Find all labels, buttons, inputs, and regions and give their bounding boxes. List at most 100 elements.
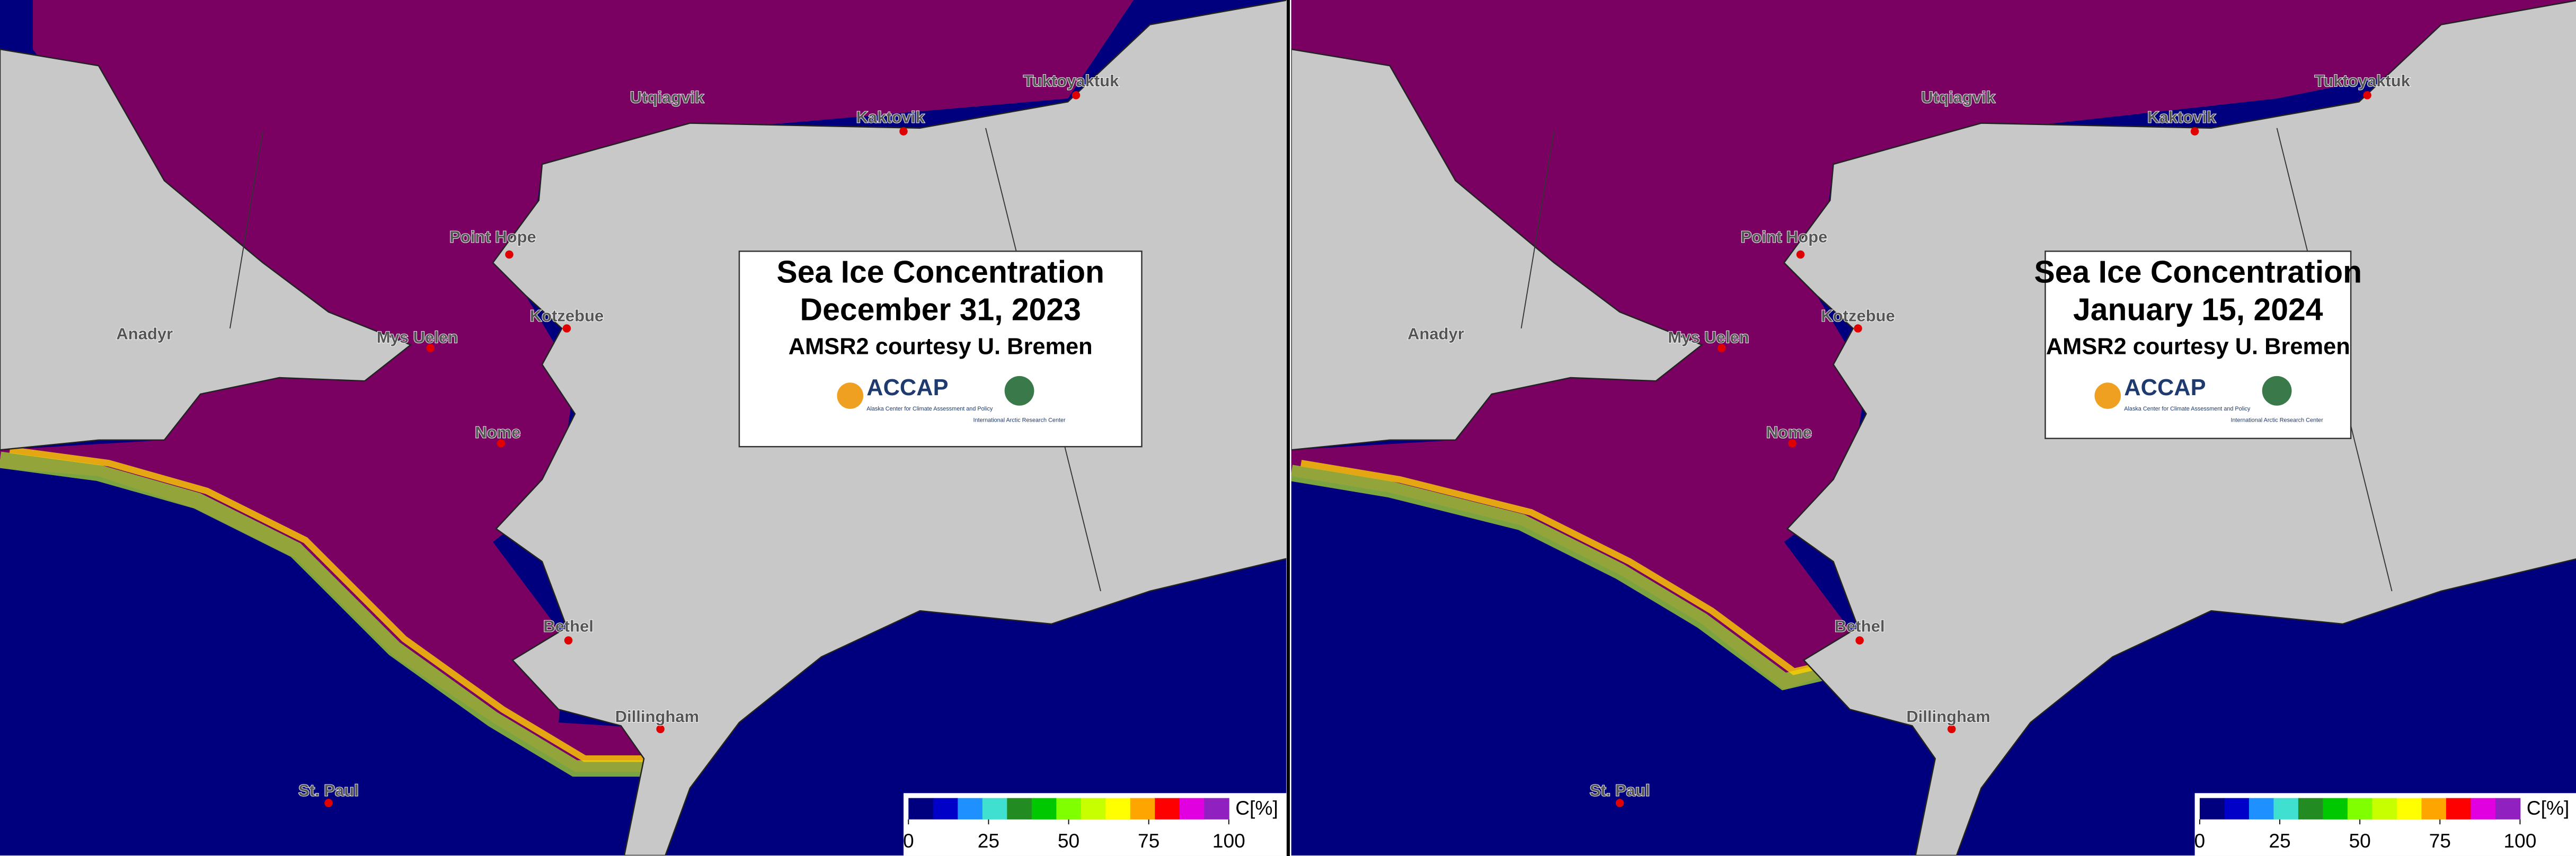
city-label: Bethel — [543, 617, 594, 635]
colorbar-tick-label: 100 — [2503, 830, 2536, 852]
land-russia — [1291, 48, 1704, 451]
title: Sea Ice Concentration — [2034, 255, 2362, 289]
map-layers: Utqiagvik Kaktovik Tuktoyaktuk Point Hope Ko… — [0, 0, 1287, 856]
city-dot — [505, 250, 514, 259]
ice-edge-inner — [1300, 460, 1844, 675]
logo-name: ACCAP — [866, 375, 948, 400]
map-panel: Utqiagvik Kaktovik Tuktoyaktuk Point Hope Ko… — [0, 0, 1287, 856]
city-dot — [1796, 250, 1805, 259]
colorbar-swatch — [933, 798, 959, 819]
colorbar-swatch — [2421, 798, 2447, 819]
city-dot — [899, 127, 908, 136]
city-dot — [1788, 439, 1796, 448]
logo-name: ACCAP — [2124, 375, 2206, 400]
city-dot — [564, 636, 573, 645]
colorbar-swatch — [2396, 798, 2422, 819]
colorbar-swatch — [2249, 798, 2274, 819]
colorbar-swatch — [2495, 798, 2521, 819]
colorbar-swatch — [2199, 798, 2225, 819]
city-label: Utqiagvik — [630, 88, 704, 106]
colorbar-swatch — [2224, 798, 2250, 819]
city-dot — [1718, 344, 1726, 352]
city-label: Anadyr — [1407, 325, 1464, 343]
partner-globe — [2262, 376, 2292, 406]
city-dot — [1948, 725, 1956, 734]
city-label: Kotzebue — [1821, 306, 1895, 325]
colorbar-tick-label: 25 — [978, 830, 999, 852]
colorbar-swatch — [1081, 798, 1106, 819]
city-label: Utqiagvik — [1921, 88, 1995, 106]
colorbar-swatch — [1130, 798, 1156, 819]
colorbar-tick-label: 100 — [1212, 830, 1245, 852]
city-label: Kaktovik — [856, 108, 925, 126]
map-layers: Utqiagvik Kaktovik Tuktoyaktuk Point Hope Ko… — [1291, 0, 2576, 856]
colorbar-swatch — [2372, 798, 2397, 819]
colorbar-tick-label: 0 — [903, 830, 914, 852]
city-label: Dillingham — [615, 707, 699, 726]
date: January 15, 2024 — [2073, 293, 2323, 327]
colorbar-swatch — [2298, 798, 2324, 819]
city-label: Nome — [1766, 423, 1812, 442]
colorbar-swatch — [1031, 798, 1057, 819]
panel-divider — [1287, 0, 1290, 856]
city-label: Point Hope — [1741, 228, 1828, 246]
colorbar-swatch — [1105, 798, 1131, 819]
city-label: Anadyr — [116, 325, 173, 343]
partner-name: International Arctic Research Center — [973, 417, 1066, 423]
colorbar-label: C[%] — [1235, 797, 1278, 819]
colorbar-swatch — [2347, 798, 2373, 819]
logo-subtitle: Alaska Center for Climate Assessment and… — [2124, 406, 2251, 412]
city-label: Nome — [475, 423, 520, 442]
partner-globe — [1004, 376, 1034, 406]
city-dot — [1855, 636, 1864, 645]
colorbar-tick-label: 75 — [2429, 830, 2451, 852]
logo-sun — [2094, 382, 2121, 409]
date: December 31, 2023 — [800, 293, 1081, 327]
colorbar-swatch — [958, 798, 983, 819]
colorbar-swatch — [1179, 798, 1205, 819]
colorbar-label: C[%] — [2527, 797, 2570, 819]
city-dot — [2190, 127, 2199, 136]
credit: AMSR2 courtesy U. Bremen — [789, 334, 1093, 360]
colorbar-swatch — [982, 798, 1008, 819]
logo-subtitle: Alaska Center for Climate Assessment and… — [866, 406, 993, 412]
colorbar-swatch — [2323, 798, 2348, 819]
colorbar-swatch — [1007, 798, 1032, 819]
logo-sun — [837, 382, 864, 409]
ice-edge-inner — [9, 447, 654, 762]
border — [1520, 131, 1555, 329]
colorbar-tick-label: 25 — [2269, 830, 2290, 852]
land-russia — [0, 48, 412, 451]
city-dot — [656, 725, 665, 734]
city-dot — [324, 799, 333, 807]
colorbar-swatch — [1155, 798, 1180, 819]
colorbar-swatch — [1204, 798, 1229, 819]
colorbar-tick-label: 50 — [1058, 830, 1079, 852]
city-dot — [562, 324, 571, 333]
colorbar-swatch — [2471, 798, 2496, 819]
colorbar-swatch — [2446, 798, 2472, 819]
title: Sea Ice Concentration — [776, 255, 1104, 289]
city-label: St. Paul — [298, 781, 359, 799]
city-label: Tuktoyaktuk — [1023, 72, 1119, 90]
colorbar-swatch — [908, 798, 934, 819]
colorbar-tick-label: 50 — [2349, 830, 2370, 852]
city-dot — [497, 439, 506, 448]
title-box — [2044, 251, 2352, 439]
city-label: Tuktoyaktuk — [2315, 72, 2411, 90]
city-label: Dillingham — [1906, 707, 1990, 726]
city-label: Kaktovik — [2147, 108, 2216, 126]
map-panel: Utqiagvik Kaktovik Tuktoyaktuk Point Hope Ko… — [1291, 0, 2576, 856]
colorbar-swatch — [2273, 798, 2299, 819]
city-label: St. Paul — [1590, 781, 1650, 799]
colorbar-tick-label: 75 — [1138, 830, 1159, 852]
city-dot — [1072, 91, 1081, 100]
colorbar-tick-label: 0 — [2194, 830, 2206, 852]
city-label: Kotzebue — [530, 306, 604, 325]
city-label: Point Hope — [449, 228, 536, 246]
colorbar-swatch — [1056, 798, 1082, 819]
city-dot — [426, 344, 435, 352]
city-label: Bethel — [1835, 617, 1885, 635]
title-box — [738, 251, 1143, 448]
